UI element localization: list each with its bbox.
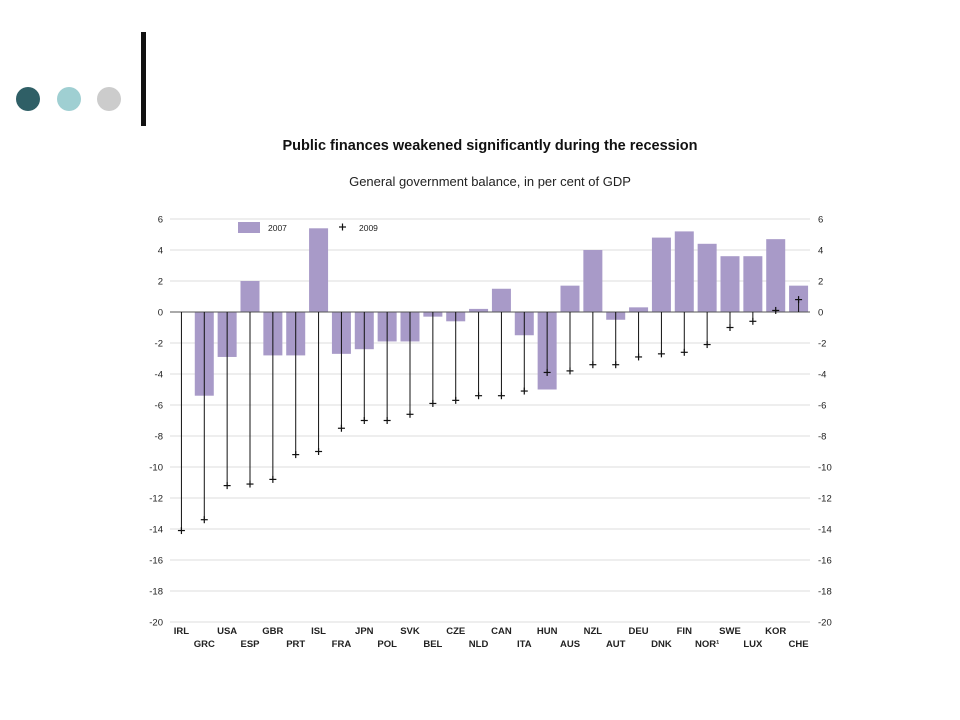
bar-2007 (491, 288, 511, 312)
y-tick-label-left: 0 (158, 308, 163, 319)
y-tick-label-left: -6 (155, 401, 163, 412)
y-tick-label-right: -8 (818, 432, 826, 443)
dot-grey (97, 87, 121, 111)
y-tick-label-left: -18 (149, 587, 163, 598)
x-tick-label: IRL (174, 626, 190, 637)
title-divider-bar (141, 32, 146, 126)
x-tick-label: FRA (332, 639, 352, 650)
dot-dark-teal (16, 87, 40, 111)
dot-light-teal (57, 87, 81, 111)
legend-swatch-2007 (238, 222, 260, 233)
bar-2007 (743, 256, 763, 312)
y-tick-label-right: -12 (818, 494, 832, 505)
y-tick-label-left: 4 (158, 246, 163, 257)
x-tick-label: CHE (789, 639, 809, 650)
x-tick-label: POL (377, 639, 397, 650)
bar-2007 (583, 250, 603, 312)
y-tick-label-left: 6 (158, 215, 163, 226)
x-tick-label: DEU (629, 626, 649, 637)
x-tick-label: ISL (311, 626, 326, 637)
x-tick-label: GBR (262, 626, 283, 637)
x-tick-label: GRC (194, 639, 215, 650)
x-tick-label: NOR¹ (695, 639, 719, 650)
y-tick-label-right: -18 (818, 587, 832, 598)
y-tick-label-left: -14 (149, 525, 163, 536)
x-tick-label: NLD (469, 639, 489, 650)
x-tick-label: AUT (606, 639, 626, 650)
x-tick-label: PRT (286, 639, 305, 650)
x-tick-label: SWE (719, 626, 741, 637)
y-tick-label-right: 2 (818, 277, 823, 288)
x-tick-label: SVK (400, 626, 420, 637)
x-tick-label: ITA (517, 639, 532, 650)
y-tick-label-right: 6 (818, 215, 823, 226)
bar-2007 (766, 239, 786, 312)
bar-2007 (309, 228, 329, 312)
bar-2007 (629, 307, 649, 312)
decorative-dots (16, 87, 126, 113)
legend-label-2007: 2007 (268, 223, 287, 233)
y-tick-label-left: -4 (155, 370, 163, 381)
y-tick-label-left: -16 (149, 556, 163, 567)
x-tick-label: HUN (537, 626, 558, 637)
bar-2007 (560, 285, 580, 312)
y-tick-label-left: -2 (155, 339, 163, 350)
y-tick-label-left: -10 (149, 463, 163, 474)
bar-2007 (469, 308, 489, 312)
y-tick-label-right: -4 (818, 370, 826, 381)
y-tick-label-left: -8 (155, 432, 163, 443)
y-tick-label-right: -20 (818, 618, 832, 629)
x-tick-label: CZE (446, 626, 465, 637)
bar-2007 (240, 281, 260, 312)
y-tick-label-right: 4 (818, 246, 823, 257)
chart-title: Public finances weakened significantly d… (282, 138, 698, 154)
y-tick-label-right: 0 (818, 308, 823, 319)
x-tick-label: CAN (491, 626, 512, 637)
bar-2007 (697, 243, 717, 312)
x-tick-label: BEL (423, 639, 442, 650)
chart-subtitle: General government balance, in per cent … (349, 174, 631, 189)
x-tick-label: KOR (765, 626, 786, 637)
y-tick-label-right: -16 (818, 556, 832, 567)
y-tick-label-right: -14 (818, 525, 832, 536)
bar-2007 (720, 256, 740, 312)
x-tick-label: USA (217, 626, 237, 637)
x-tick-label: FIN (677, 626, 692, 637)
y-tick-label-right: -2 (818, 339, 826, 350)
y-tick-label-left: -20 (149, 618, 163, 629)
bar-2007 (651, 237, 671, 312)
y-tick-label-right: -6 (818, 401, 826, 412)
bar-2007 (674, 231, 694, 312)
legend-label-2009: 2009 (359, 223, 378, 233)
x-tick-label: JPN (355, 626, 374, 637)
y-tick-label-left: 2 (158, 277, 163, 288)
x-tick-label: LUX (743, 639, 763, 650)
x-tick-label: DNK (651, 639, 672, 650)
y-tick-label-right: -10 (818, 463, 832, 474)
x-tick-label: ESP (240, 639, 260, 650)
x-tick-label: NZL (584, 626, 603, 637)
x-tick-label: AUS (560, 639, 580, 650)
y-tick-label-left: -12 (149, 494, 163, 505)
